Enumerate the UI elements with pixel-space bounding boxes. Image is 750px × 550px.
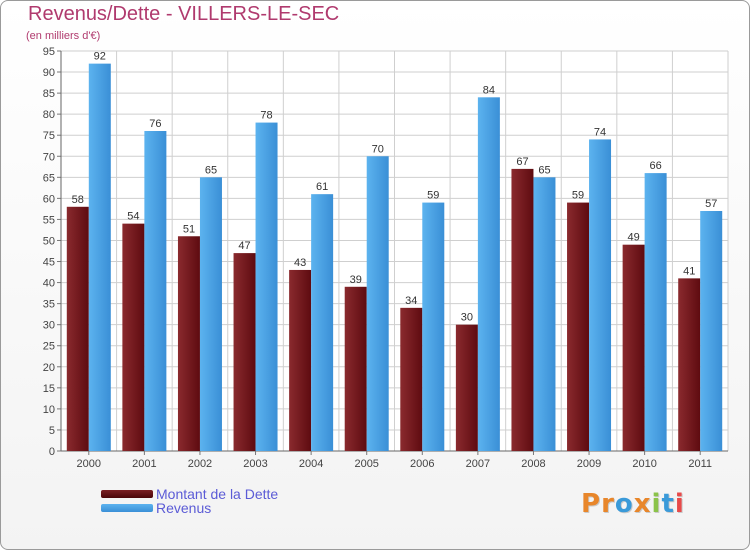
- bar-dette: [233, 253, 256, 451]
- bar-dette: [455, 324, 478, 451]
- data-label: 84: [483, 84, 495, 96]
- x-tick-label: 2003: [243, 458, 267, 470]
- y-tick-label: 30: [43, 320, 55, 332]
- bar-dette: [344, 286, 367, 451]
- legend-swatch-dette: [101, 490, 153, 498]
- data-label: 78: [260, 110, 272, 122]
- y-tick-label: 90: [43, 67, 55, 79]
- y-tick-label: 10: [43, 404, 55, 416]
- bars-layer: [66, 63, 723, 452]
- data-label: 41: [683, 265, 695, 277]
- y-tick-label: 45: [43, 257, 55, 269]
- labels-layer: 58 92 54 76 51 65 47 78 43 61 39 70 34 59 30 84 67 65 59 74…: [72, 51, 718, 324]
- y-tick-label: 65: [43, 172, 55, 184]
- bar-revenus: [589, 139, 612, 451]
- data-label: 65: [538, 164, 550, 176]
- x-tick-label: 2011: [688, 458, 712, 470]
- data-label: 76: [149, 118, 161, 130]
- data-label: 61: [316, 181, 328, 193]
- x-tick-label: 2005: [354, 458, 378, 470]
- y-tick-label: 95: [43, 46, 55, 58]
- data-label: 58: [72, 194, 84, 206]
- bar-dette: [289, 269, 312, 451]
- y-tick-label: 60: [43, 193, 55, 205]
- bar-dette: [400, 307, 423, 451]
- data-label: 43: [294, 257, 306, 269]
- legend-label-revenus: Revenus: [156, 500, 212, 516]
- chart-title: Revenus/Dette - VILLERS-LE-SEC: [28, 3, 340, 25]
- grid-layer: [60, 50, 729, 452]
- bar-revenus: [311, 194, 334, 451]
- proxiti-logo: Proxiti: [581, 489, 685, 519]
- y-tick-label: 75: [43, 130, 55, 142]
- data-label: 57: [705, 198, 717, 210]
- bar-revenus: [477, 97, 500, 451]
- chart-subtitle: (en milliers d'€): [26, 30, 101, 42]
- data-label: 49: [628, 232, 640, 244]
- data-label: 39: [350, 274, 362, 286]
- y-tick-label: 20: [43, 362, 55, 374]
- axis-layer: 0 5 10 15 20 25 30 35 40 45 50 55 60 65 70 75 80 85 90 95 20…: [43, 46, 728, 470]
- bar-revenus: [88, 63, 111, 451]
- data-label: 92: [94, 51, 106, 63]
- x-tick-label: 2002: [188, 458, 212, 470]
- y-tick-label: 25: [43, 341, 55, 353]
- x-tick-label: 2007: [466, 458, 490, 470]
- y-tick-label: 5: [49, 425, 55, 437]
- x-tick-label: 2010: [632, 458, 656, 470]
- legend-swatch-revenus: [101, 504, 153, 512]
- bar-revenus: [255, 122, 278, 451]
- data-label: 47: [238, 240, 250, 252]
- data-label: 70: [372, 143, 384, 155]
- bar-dette: [511, 168, 534, 452]
- bar-dette: [122, 223, 145, 451]
- data-label: 51: [183, 223, 195, 235]
- bar-revenus: [199, 177, 222, 451]
- x-tick-label: 2001: [132, 458, 156, 470]
- data-label: 65: [205, 164, 217, 176]
- bar-dette: [622, 244, 645, 451]
- data-label: 59: [572, 190, 584, 202]
- data-label: 74: [594, 126, 606, 138]
- x-tick-label: 2000: [77, 458, 101, 470]
- bar-dette: [177, 236, 200, 451]
- data-label: 66: [650, 160, 662, 172]
- bar-revenus: [700, 211, 723, 451]
- bar-dette: [66, 206, 89, 451]
- y-tick-label: 50: [43, 235, 55, 247]
- y-tick-label: 0: [49, 446, 55, 458]
- data-label: 30: [461, 312, 473, 324]
- bar-dette: [678, 278, 701, 451]
- bar-revenus: [644, 173, 667, 451]
- x-tick-label: 2009: [577, 458, 601, 470]
- bar-revenus: [366, 156, 389, 451]
- data-label: 54: [127, 211, 139, 223]
- bar-revenus: [144, 131, 167, 451]
- data-label: 34: [405, 295, 417, 307]
- bar-revenus: [422, 202, 445, 451]
- data-label: 67: [516, 156, 528, 168]
- x-tick-label: 2008: [521, 458, 545, 470]
- y-tick-label: 15: [43, 383, 55, 395]
- bar-dette: [567, 202, 590, 451]
- y-tick-label: 35: [43, 299, 55, 311]
- x-tick-label: 2006: [410, 458, 434, 470]
- y-tick-label: 85: [43, 88, 55, 100]
- legend-label-dette: Montant de la Dette: [156, 486, 279, 502]
- data-label: 59: [427, 190, 439, 202]
- y-tick-label: 55: [43, 214, 55, 226]
- bar-revenus: [533, 177, 556, 451]
- y-tick-label: 70: [43, 151, 55, 163]
- x-tick-label: 2004: [299, 458, 323, 470]
- y-tick-label: 80: [43, 109, 55, 121]
- y-tick-label: 40: [43, 278, 55, 290]
